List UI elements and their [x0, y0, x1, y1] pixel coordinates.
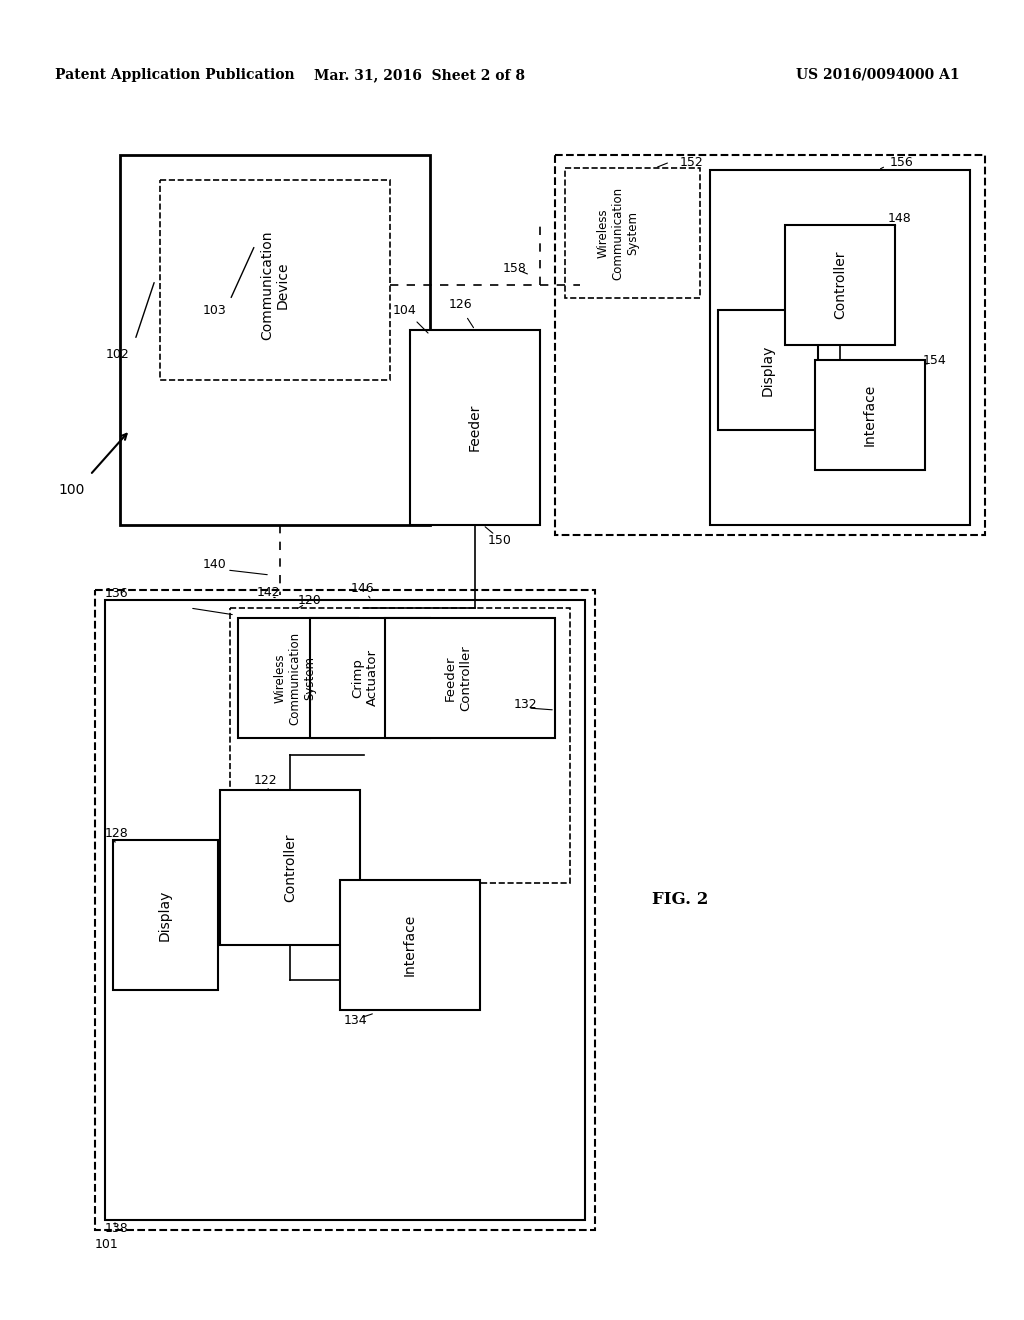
Text: Crimp
Actuator: Crimp Actuator [351, 649, 379, 706]
Text: Feeder: Feeder [468, 404, 482, 450]
Text: 134: 134 [343, 1014, 367, 1027]
FancyBboxPatch shape [410, 330, 540, 525]
Text: 156: 156 [890, 156, 913, 169]
FancyBboxPatch shape [385, 618, 555, 738]
Text: 101: 101 [95, 1238, 119, 1251]
Text: 148: 148 [888, 211, 912, 224]
Text: Mar. 31, 2016  Sheet 2 of 8: Mar. 31, 2016 Sheet 2 of 8 [314, 69, 525, 82]
Text: 138: 138 [105, 1221, 129, 1234]
Text: 154: 154 [923, 354, 947, 367]
FancyBboxPatch shape [113, 840, 218, 990]
FancyBboxPatch shape [710, 170, 970, 525]
Text: 142: 142 [256, 586, 280, 598]
Text: 150: 150 [488, 533, 512, 546]
Text: Display: Display [158, 890, 172, 941]
FancyBboxPatch shape [105, 601, 585, 1220]
FancyBboxPatch shape [340, 880, 480, 1010]
Text: 120: 120 [298, 594, 322, 606]
FancyBboxPatch shape [555, 154, 985, 535]
Text: Wireless
Communication
System: Wireless Communication System [273, 631, 316, 725]
FancyBboxPatch shape [565, 168, 700, 298]
FancyBboxPatch shape [95, 590, 595, 1230]
Text: Interface: Interface [863, 384, 877, 446]
Text: Controller: Controller [283, 834, 297, 903]
FancyBboxPatch shape [815, 360, 925, 470]
Text: 146: 146 [350, 582, 374, 594]
Text: 140: 140 [203, 558, 227, 572]
Text: 136: 136 [105, 587, 129, 601]
Text: Feeder
Controller: Feeder Controller [444, 645, 472, 711]
Text: Communication
Device: Communication Device [260, 230, 290, 339]
Text: Interface: Interface [403, 913, 417, 975]
Text: FIG. 2: FIG. 2 [652, 891, 709, 908]
Text: 128: 128 [105, 828, 129, 840]
FancyBboxPatch shape [785, 224, 895, 345]
FancyBboxPatch shape [160, 180, 390, 380]
Text: 102: 102 [106, 348, 130, 362]
FancyBboxPatch shape [230, 609, 570, 883]
Text: 104: 104 [393, 304, 417, 317]
FancyBboxPatch shape [310, 618, 430, 738]
Text: Display: Display [761, 345, 775, 396]
Text: Wireless
Communication
System: Wireless Communication System [597, 186, 640, 280]
Text: 103: 103 [203, 304, 227, 317]
Text: US 2016/0094000 A1: US 2016/0094000 A1 [797, 69, 961, 82]
Text: 152: 152 [680, 156, 703, 169]
FancyBboxPatch shape [220, 789, 360, 945]
Text: 100: 100 [58, 483, 85, 498]
Text: 126: 126 [449, 298, 472, 312]
FancyBboxPatch shape [120, 154, 430, 525]
Text: 158: 158 [503, 261, 527, 275]
FancyBboxPatch shape [718, 310, 818, 430]
Text: Controller: Controller [833, 251, 847, 319]
FancyBboxPatch shape [238, 618, 358, 738]
Text: 132: 132 [513, 698, 537, 711]
Text: Patent Application Publication: Patent Application Publication [55, 69, 295, 82]
Text: 122: 122 [253, 774, 276, 787]
